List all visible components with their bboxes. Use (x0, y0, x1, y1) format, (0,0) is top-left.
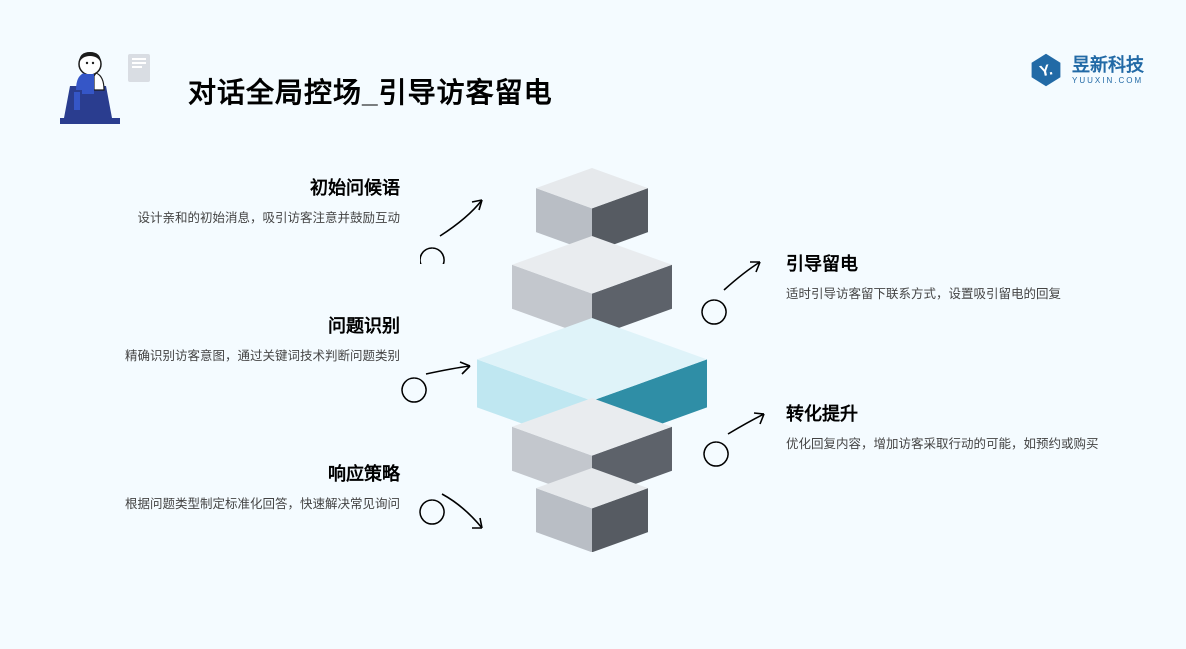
anno-desc: 根据问题类型制定标准化回答，快速解决常见询问 (80, 494, 400, 514)
person-illustration-icon (58, 46, 158, 136)
anno-title: 问题识别 (80, 312, 400, 338)
annotation-greeting: 初始问候语 设计亲和的初始消息，吸引访客注意并鼓励互动 (80, 174, 400, 228)
anno-desc: 设计亲和的初始消息，吸引访客注意并鼓励互动 (80, 208, 400, 228)
anno-desc: 优化回复内容，增加访客采取行动的可能，如预约或购买 (786, 434, 1126, 454)
page-title: 对话全局控场_引导访客留电 (188, 71, 553, 111)
annotation-lead: 引导留电 适时引导访客留下联系方式，设置吸引留电的回复 (786, 250, 1126, 304)
anno-desc: 精确识别访客意图，通过关键词技术判断问题类别 (80, 346, 400, 366)
iso-block (536, 468, 648, 552)
anno-title: 引导留电 (786, 250, 1126, 276)
stacked-blocks-diagram (472, 168, 712, 588)
anno-title: 初始问候语 (80, 174, 400, 200)
anno-title: 响应策略 (80, 460, 400, 486)
logo: Y. 昱新科技 YUUXIN.COM (1028, 52, 1144, 88)
anno-desc: 适时引导访客留下联系方式，设置吸引留电的回复 (786, 284, 1126, 304)
annotation-response: 响应策略 根据问题类型制定标准化回答，快速解决常见询问 (80, 460, 400, 514)
annotation-convert: 转化提升 优化回复内容，增加访客采取行动的可能，如预约或购买 (786, 400, 1126, 454)
header: 对话全局控场_引导访客留电 (58, 46, 553, 136)
logo-text-en: YUUXIN.COM (1072, 76, 1144, 85)
annotation-identify: 问题识别 精确识别访客意图，通过关键词技术判断问题类别 (80, 312, 400, 366)
logo-icon: Y. (1028, 52, 1064, 88)
anno-title: 转化提升 (786, 400, 1126, 426)
connector-icon (400, 330, 480, 410)
logo-text-cn: 昱新科技 (1072, 56, 1144, 74)
